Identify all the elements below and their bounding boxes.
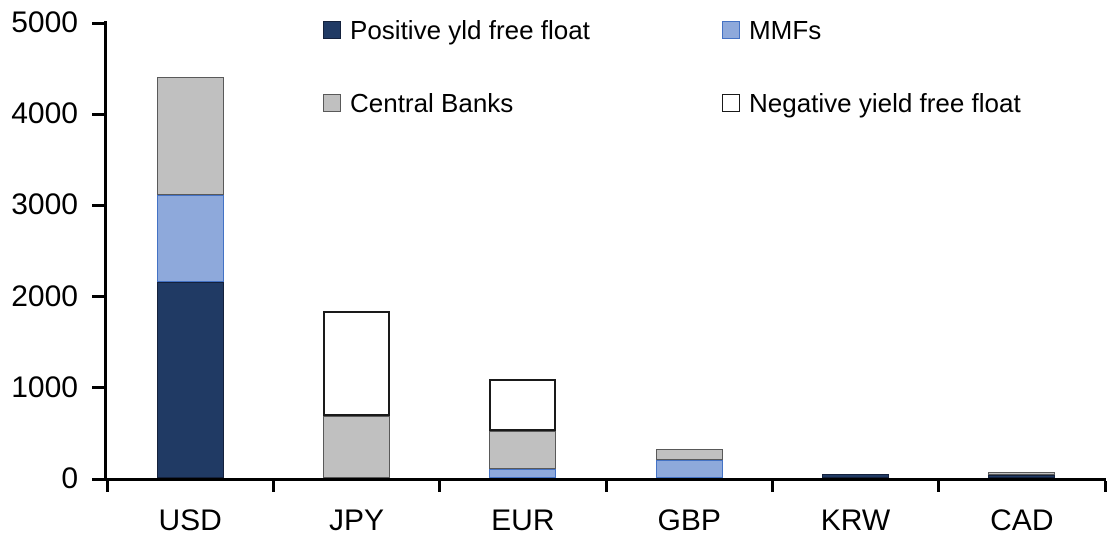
y-tick-label: 4000 [11, 97, 78, 131]
legend-swatch-mmfs [722, 21, 740, 39]
bar-segment-negative-yield-free-float [323, 311, 390, 416]
legend-swatch-central-banks [323, 94, 341, 112]
legend-item-negative-yield-free-float: Negative yield free float [722, 89, 1021, 117]
x-axis-tick [105, 481, 109, 492]
y-tick-label: 2000 [11, 279, 78, 313]
bar-segment-positive-yld-free-float [822, 474, 889, 478]
bar-segment-central-banks [988, 471, 1056, 475]
bar-segment-central-banks [156, 76, 224, 196]
y-tick-label: 1000 [11, 370, 78, 404]
legend-label: Positive yld free float [350, 15, 590, 45]
bar-segment-mmfs [655, 459, 723, 478]
x-category-label-eur: EUR [491, 504, 555, 537]
x-category-label-krw: KRW [820, 504, 891, 537]
legend-swatch-positive-yld-free-float [323, 21, 341, 39]
bar-segment-central-banks [323, 416, 390, 478]
x-axis-tick [438, 481, 442, 492]
y-axis-tick [92, 112, 105, 116]
x-axis-tick [770, 481, 774, 492]
y-tick-label: 0 [61, 462, 78, 495]
legend-item-central-banks: Central Banks [323, 89, 722, 117]
x-axis-tick [1103, 481, 1107, 492]
x-category-label-usd: USD [158, 504, 222, 537]
x-axis-tick [604, 481, 608, 492]
y-axis-tick [92, 477, 105, 481]
y-axis-tick [92, 21, 105, 25]
legend-item-positive-yld-free-float: Positive yld free float [323, 16, 722, 44]
legend-label: Negative yield free float [749, 88, 1021, 118]
bar-segment-mmfs [156, 195, 224, 282]
x-axis-line [104, 478, 1106, 481]
x-category-label-cad: CAD [990, 504, 1054, 537]
bar-segment-positive-yld-free-float [988, 474, 1056, 478]
x-axis-tick [271, 481, 275, 492]
bar-segment-mmfs [489, 468, 557, 478]
x-axis-tick [937, 481, 941, 492]
y-axis-line [104, 21, 107, 481]
legend-label: Central Banks [350, 88, 514, 118]
x-category-label-jpy: JPY [328, 504, 384, 537]
bar-segment-central-banks [489, 430, 557, 469]
x-category-label-gbp: GBP [657, 504, 721, 537]
chart-legend: Positive yld free float MMFs Central Banks… [323, 16, 1021, 117]
y-axis-tick [92, 295, 105, 299]
bar-segment-negative-yield-free-float [489, 378, 557, 431]
legend-label: MMFs [749, 15, 822, 45]
bar-segment-positive-yld-free-float [156, 281, 224, 478]
y-axis-tick [92, 386, 105, 390]
bar-segment-central-banks [655, 448, 723, 460]
y-tick-label: 5000 [11, 6, 78, 39]
y-axis-tick [92, 203, 105, 207]
legend-item-mmfs: MMFs [722, 16, 1021, 44]
y-tick-label: 3000 [11, 188, 78, 222]
legend-swatch-negative-yield-free-float [722, 94, 740, 112]
